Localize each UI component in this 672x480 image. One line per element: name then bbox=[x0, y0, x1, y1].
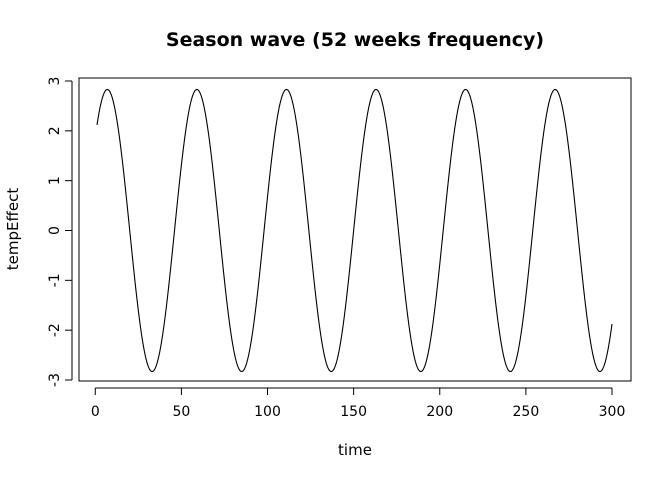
x-tick-label: 250 bbox=[513, 404, 540, 420]
y-axis: -3 -2 -1 0 1 2 3 bbox=[47, 77, 73, 387]
x-axis: 0 50 100 150 200 250 300 bbox=[91, 387, 626, 420]
series-line-temp-effect bbox=[96, 88, 613, 373]
y-tick-label: -3 bbox=[47, 373, 63, 387]
x-tick-label: 100 bbox=[254, 404, 281, 420]
x-tick-label: 0 bbox=[91, 404, 100, 420]
x-tick-label: 200 bbox=[426, 404, 453, 420]
y-tick-label: 3 bbox=[47, 77, 63, 86]
x-axis-label: time bbox=[338, 441, 372, 459]
x-tick-label: 150 bbox=[340, 404, 367, 420]
x-tick-label: 300 bbox=[599, 404, 626, 420]
chart-title: Season wave (52 weeks frequency) bbox=[166, 29, 544, 51]
y-tick-label: 0 bbox=[47, 226, 63, 235]
y-tick-label: -1 bbox=[47, 273, 63, 287]
x-tick-label: 50 bbox=[172, 404, 190, 420]
plot-frame bbox=[78, 77, 632, 382]
y-tick-label: 1 bbox=[47, 176, 63, 185]
y-axis-label: tempEffect bbox=[4, 188, 22, 271]
y-tick-label: 2 bbox=[47, 126, 63, 135]
y-tick-label: -2 bbox=[47, 323, 63, 337]
